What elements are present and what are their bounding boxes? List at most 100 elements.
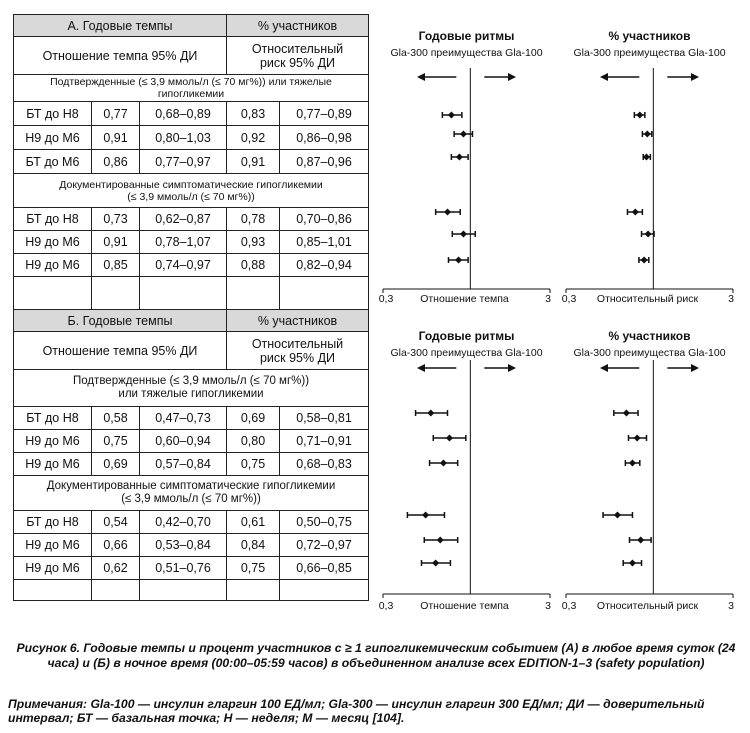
table-row: Н9 до М6 0,85 0,74–0,97 0,88 0,82–0,94 — [13, 253, 369, 277]
risk-cell: 0,84 — [226, 533, 280, 557]
period-cell: Н9 до М6 — [13, 429, 92, 453]
table-b-section1-title: Подтвержденные (≤ 3,9 ммоль/л (≤ 70 мг%)… — [13, 369, 369, 407]
table-b-rate-header: Отношение темпа 95% ДИ — [13, 331, 227, 370]
point-estimate — [636, 111, 644, 119]
table-row: Н9 до М6 0,62 0,51–0,76 0,75 0,66–0,85 — [13, 556, 369, 580]
table-row: Н9 до М6 0,66 0,53–0,84 0,84 0,72–0,97 — [13, 533, 369, 557]
point-estimate — [432, 559, 440, 567]
risk-cell: 0,78 — [226, 207, 280, 231]
point-estimate — [455, 153, 463, 161]
table-b: Б. Годовые темпы % участников Отношение … — [13, 309, 369, 601]
table-a-section1-title: Подтвержденные (≤ 3,9 ммоль/л (≤ 70 мг%)… — [13, 74, 369, 102]
forest-plots: Годовые ритмы Gla-300 преимущества Gla-10… — [379, 29, 734, 612]
x-tick-label: 3 — [545, 600, 551, 612]
chart-title: % участников — [608, 29, 690, 43]
chart-subtitle: Gla-300 преимущества Gla-100 — [390, 347, 542, 359]
risk-ci-cell: 0,71–0,91 — [279, 429, 369, 453]
table-row: Н9 до М6 0,91 0,78–1,07 0,93 0,85–1,01 — [13, 230, 369, 254]
rate-cell: 0,85 — [91, 253, 140, 277]
risk-cell: 0,93 — [226, 230, 280, 254]
table-row: БТ до Н8 0,73 0,62–0,87 0,78 0,70–0,86 — [13, 207, 369, 231]
point-estimate — [443, 208, 451, 216]
point-estimate — [436, 536, 444, 544]
left-arrow-head — [417, 364, 425, 372]
rate-cell: 0,69 — [91, 452, 140, 476]
x-tick-label: 0,3 — [379, 293, 394, 305]
chart-subtitle: Gla-300 преимущества Gla-100 — [573, 47, 725, 59]
period-cell: Н9 до М6 — [13, 556, 92, 580]
chart-subtitle: Gla-300 преимущества Gla-100 — [573, 347, 725, 359]
risk-ci-cell: 0,72–0,97 — [279, 533, 369, 557]
risk-cell: 0,88 — [226, 253, 280, 277]
section2-title-line2: (≤ 3,9 ммоль/л (≤ 70 мг%)) — [127, 190, 255, 203]
risk-ci-cell: 0,50–0,75 — [279, 510, 369, 534]
table-row: Н9 до М6 0,69 0,57–0,84 0,75 0,68–0,83 — [13, 452, 369, 476]
risk-ci-cell: 0,87–0,96 — [279, 149, 369, 174]
risk-ci-cell: 0,70–0,86 — [279, 207, 369, 231]
risk-header-line1: Относительный — [251, 41, 344, 56]
section1-title-line2: или тяжелые гипогликемии — [118, 388, 264, 400]
point-estimate — [637, 536, 645, 544]
point-estimate — [640, 256, 648, 264]
rate-cell: 0,62 — [91, 556, 140, 580]
section2-title-line2: (≤ 3,9 ммоль/л (≤ 70 мг%)) — [121, 493, 261, 505]
table-a-risk-header: Относительный риск 95% ДИ — [226, 36, 369, 75]
figure-caption: Рисунок 6. Годовые темпы и процент участ… — [16, 641, 736, 670]
table-b-section2-title: Документированные симптоматические гипог… — [13, 475, 369, 511]
chart-title: % участников — [608, 329, 690, 343]
point-estimate — [644, 230, 652, 238]
figure-notes: Примечания: Gla-100 — инсулин гларгин 10… — [8, 697, 705, 725]
point-estimate — [459, 130, 467, 138]
rate-ci-cell: 0,47–0,73 — [139, 406, 227, 430]
x-axis-label: Относительный риск — [597, 600, 699, 612]
x-tick-label: 3 — [728, 293, 734, 305]
rate-ci-cell: 0,77–0,97 — [139, 149, 227, 174]
risk-header-line1: Относительный — [251, 336, 344, 351]
rate-cell: 0,66 — [91, 533, 140, 557]
point-estimate — [439, 459, 447, 467]
rate-cell: 0,91 — [91, 125, 140, 150]
left-arrow-head — [417, 73, 425, 81]
x-tick-label: 0,3 — [379, 600, 394, 612]
rate-cell: 0,75 — [91, 429, 140, 453]
table-spacer-row — [13, 579, 369, 601]
x-tick-label: 3 — [728, 600, 734, 612]
section1-title-line1: Подтвержденные (≤ 3,9 ммоль/л (≤ 70 мг%)… — [72, 375, 310, 387]
x-axis-label: Отношение темпа — [420, 293, 509, 305]
period-cell: Н9 до М6 — [13, 533, 92, 557]
risk-header-line2: риск 95% ДИ — [259, 350, 336, 365]
point-estimate — [445, 434, 453, 442]
risk-ci-cell: 0,66–0,85 — [279, 556, 369, 580]
table-a-section2-title: Документированные симптоматические гипог… — [13, 173, 369, 208]
point-estimate — [628, 459, 636, 467]
period-cell: Н9 до М6 — [13, 452, 92, 476]
risk-ci-cell: 0,82–0,94 — [279, 253, 369, 277]
table-b-participants-header: % участников — [226, 309, 369, 332]
right-arrow-head — [508, 364, 516, 372]
point-estimate — [633, 434, 641, 442]
period-cell: БТ до Н8 — [13, 101, 92, 126]
point-estimate — [613, 511, 621, 519]
point-estimate — [642, 153, 650, 161]
right-arrow-head — [508, 73, 516, 81]
risk-cell: 0,83 — [226, 101, 280, 126]
rate-ci-cell: 0,62–0,87 — [139, 207, 227, 231]
risk-cell: 0,91 — [226, 149, 280, 174]
point-estimate — [628, 559, 636, 567]
point-estimate — [447, 111, 455, 119]
risk-ci-cell: 0,58–0,81 — [279, 406, 369, 430]
chart-title: Годовые ритмы — [419, 329, 515, 343]
x-tick-label: 3 — [545, 293, 551, 305]
risk-cell: 0,80 — [226, 429, 280, 453]
left-arrow-head — [600, 73, 608, 81]
point-estimate — [427, 409, 435, 417]
table-a-participants-header: % участников — [226, 14, 369, 37]
table-row: Н9 до М6 0,75 0,60–0,94 0,80 0,71–0,91 — [13, 429, 369, 453]
left-arrow-head — [600, 364, 608, 372]
point-estimate — [643, 130, 651, 138]
chart-subtitle: Gla-300 преимущества Gla-100 — [390, 47, 542, 59]
period-cell: БТ до Н8 — [13, 406, 92, 430]
chart-title: Годовые ритмы — [419, 29, 515, 43]
right-arrow-head — [691, 73, 699, 81]
section2-title-line1: Документированные симптоматические гипог… — [46, 480, 336, 492]
